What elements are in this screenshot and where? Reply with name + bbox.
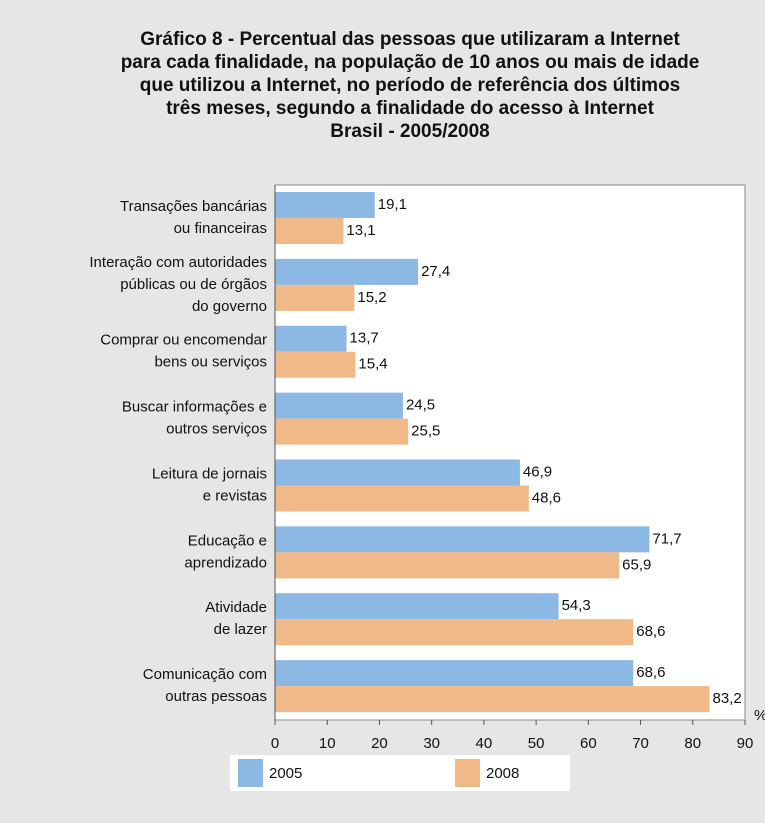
y-tick-label: Atividade <box>205 599 267 616</box>
legend-label: 2005 <box>269 765 302 782</box>
y-tick-label: outras pessoas <box>165 688 267 705</box>
data-label: 15,2 <box>357 289 386 306</box>
y-tick-label: Interação com autoridades <box>89 254 267 271</box>
data-label: 46,9 <box>523 463 552 480</box>
bar <box>275 660 634 687</box>
data-label: 13,7 <box>350 330 379 347</box>
x-tick-label: 10 <box>319 735 336 752</box>
bar <box>275 192 375 218</box>
bar <box>275 351 356 378</box>
data-label: 65,9 <box>622 556 651 573</box>
bar <box>275 485 529 512</box>
x-tick-label: 90 <box>737 735 754 752</box>
legend-label: 2008 <box>486 765 519 782</box>
y-tick-label: Transações bancárias <box>120 198 267 215</box>
legend-swatch <box>238 759 263 787</box>
x-tick-label: 30 <box>423 735 440 752</box>
legend-swatch <box>455 759 480 787</box>
bar <box>275 392 403 419</box>
y-tick-label: Leitura de jornais <box>152 465 267 482</box>
bar <box>275 686 710 713</box>
x-tick-label: 70 <box>632 735 649 752</box>
bar <box>275 526 650 553</box>
chart-title: que utilizou a Internet, no período de r… <box>140 75 681 96</box>
data-label: 68,6 <box>636 623 665 640</box>
bar <box>275 593 559 620</box>
chart-title: três meses, segundo a finalidade do aces… <box>166 98 655 119</box>
data-label: 24,5 <box>406 397 435 414</box>
y-tick-label: outros serviços <box>166 421 267 438</box>
x-tick-label: 20 <box>371 735 388 752</box>
x-tick-label: 40 <box>476 735 493 752</box>
bar <box>275 552 620 579</box>
bar <box>275 619 634 646</box>
y-tick-label: bens ou serviços <box>154 354 267 371</box>
data-label: 25,5 <box>411 423 440 440</box>
x-tick-label: 0 <box>271 735 279 752</box>
bar <box>275 459 520 486</box>
data-label: 48,6 <box>532 489 561 506</box>
chart-title: para cada finalidade, na população de 10… <box>121 52 700 73</box>
chart-title: Brasil - 2005/2008 <box>330 121 490 142</box>
y-tick-label: Comunicação com <box>143 666 267 683</box>
legend-box <box>230 755 570 791</box>
x-tick-label: 50 <box>528 735 545 752</box>
y-tick-label: Comprar ou encomendar <box>100 332 267 349</box>
bar <box>275 418 409 445</box>
x-axis-label: % <box>754 707 765 724</box>
y-tick-label: de lazer <box>214 621 267 638</box>
y-tick-label: e revistas <box>203 487 267 504</box>
x-tick-label: 80 <box>684 735 701 752</box>
y-tick-label: Buscar informações e <box>122 399 267 416</box>
data-label: 68,6 <box>636 664 665 681</box>
data-label: 19,1 <box>378 196 407 213</box>
bar <box>275 325 347 352</box>
y-tick-label: aprendizado <box>184 554 267 571</box>
y-tick-label: do governo <box>192 298 267 315</box>
bar <box>275 284 355 311</box>
data-label: 83,2 <box>712 690 741 707</box>
data-label: 13,1 <box>346 222 375 239</box>
bar <box>275 218 344 244</box>
data-label: 27,4 <box>421 263 450 280</box>
data-label: 71,7 <box>652 530 681 547</box>
x-tick-label: 60 <box>580 735 597 752</box>
chart-title: Gráfico 8 - Percentual das pessoas que u… <box>140 29 680 50</box>
bar <box>275 258 419 285</box>
y-tick-label: ou financeiras <box>174 220 267 237</box>
data-label: 54,3 <box>562 597 591 614</box>
y-tick-label: Educação e <box>188 532 267 549</box>
data-label: 15,4 <box>358 356 387 373</box>
y-tick-label: públicas ou de órgãos <box>120 276 267 293</box>
